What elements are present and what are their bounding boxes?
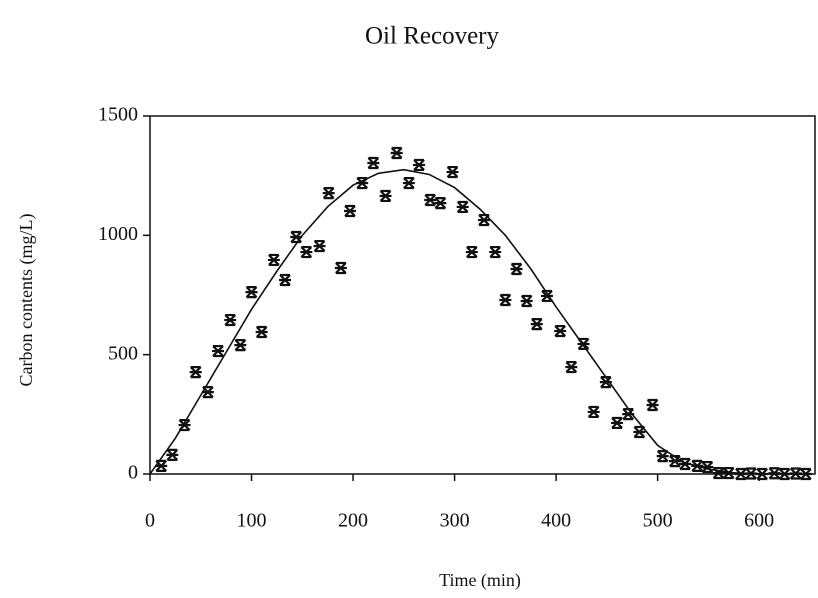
data-point [622,407,635,421]
data-point [178,418,191,432]
data-point [540,289,553,303]
data-point [155,459,168,472]
x-axis-label: Time (min) [439,570,521,591]
data-point [587,405,600,419]
data-point [344,204,357,218]
y-tick-label: 1500 [98,104,138,126]
data-point [267,253,280,267]
data-point [279,273,292,287]
x-tick-label: 600 [744,510,774,532]
data-point [611,416,624,430]
data-point [201,386,214,399]
data-point [456,200,469,214]
data-point [255,325,268,339]
data-point [712,466,725,480]
data-point [334,261,347,275]
data-point [402,176,415,190]
x-tick-label: 400 [541,510,571,532]
data-point [499,293,512,307]
data-point [633,425,646,439]
data-point [245,286,258,299]
data-point [465,245,478,259]
data-point [722,466,735,480]
y-tick-label: 0 [128,462,138,484]
x-tick-label: 100 [237,510,267,532]
data-point [322,186,335,200]
x-tick-label: 300 [440,510,470,532]
data-point [734,467,747,481]
data-point [390,146,403,160]
data-point [367,156,380,170]
data-point [656,450,669,463]
data-point [554,324,567,338]
y-tick-label: 500 [108,342,138,364]
data-point [379,189,392,203]
data-point [166,448,179,462]
data-point [424,193,437,207]
data-point [434,197,447,210]
x-tick-label: 0 [145,510,155,532]
data-point [599,376,612,389]
data-point [290,230,303,244]
plot-frame [149,115,816,475]
data-point [520,294,533,308]
data-point [668,455,681,468]
data-point [234,339,247,352]
data-point [577,337,590,351]
data-point [489,245,502,259]
data-point [446,165,459,179]
data-point [212,344,225,358]
data-point [413,158,426,172]
data-point [510,262,523,276]
y-tick-label: 1000 [98,223,138,245]
data-point [530,318,543,331]
x-tick-label: 500 [643,510,673,532]
data-point [313,239,326,253]
data-point [189,365,202,379]
data-point [565,360,578,374]
chart-title: Oil Recovery [365,23,499,50]
data-point [478,213,491,227]
data-point [300,245,313,259]
fit-line [149,168,810,475]
data-point [646,398,659,412]
x-tick-label: 200 [338,510,368,532]
data-point [356,176,369,190]
y-axis-label: Carbon contents (mg/L) [16,214,37,387]
data-point [701,460,714,474]
data-point [224,313,237,327]
data-point [679,457,692,471]
